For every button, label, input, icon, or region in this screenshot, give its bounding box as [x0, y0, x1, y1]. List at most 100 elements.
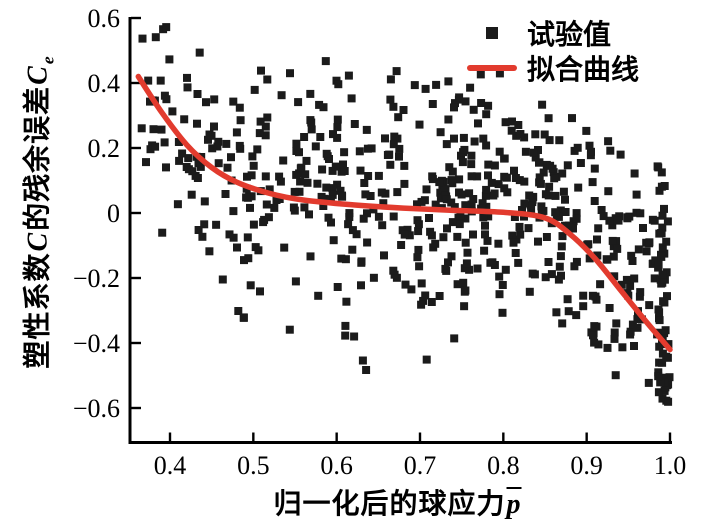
scatter-point [630, 342, 638, 350]
scatter-point [319, 103, 328, 112]
scatter-point [635, 292, 644, 301]
scatter-point [392, 67, 401, 76]
scatter-point [520, 199, 529, 208]
scatter-point [603, 343, 612, 352]
scatter-point [659, 373, 668, 382]
scatter-point [550, 174, 559, 183]
scatter-point [658, 243, 667, 252]
scatter-point [665, 373, 674, 382]
scatter-point [623, 289, 632, 298]
scatter-point [525, 191, 534, 200]
y-axis-title: 塑性系数C的残余误差Ce [16, 55, 59, 368]
scatter-point [593, 251, 602, 260]
scatter-point [333, 115, 342, 124]
scatter-point [334, 80, 343, 89]
scatter-point [331, 162, 340, 171]
scatter-point [573, 143, 582, 152]
scatter-point [508, 117, 516, 126]
scatter-point [319, 202, 328, 210]
scatter-point [658, 211, 667, 220]
scatter-point [459, 133, 468, 142]
scatter-point [422, 185, 431, 194]
scatter-point [277, 91, 286, 100]
scatter-point [610, 328, 619, 337]
scatter-point [478, 199, 487, 208]
scatter-point [342, 297, 351, 306]
scatter-point [585, 254, 594, 263]
scatter-point [327, 218, 335, 227]
scatter-point [292, 170, 301, 179]
scatter-point [548, 164, 557, 173]
scatter-point [658, 270, 667, 279]
scatter-point [341, 255, 350, 264]
scatter-point [663, 217, 672, 226]
scatter-point [443, 224, 451, 233]
x-tick-label: 0.4 [154, 451, 187, 480]
scatter-point [561, 195, 569, 204]
scatter-point [160, 138, 169, 147]
scatter-point [558, 232, 567, 241]
scatter-point [390, 132, 399, 141]
scatter-point [184, 154, 193, 163]
scatter-point [431, 239, 440, 248]
legend-item-experimental: 试验值 [462, 17, 639, 51]
scatter-point [516, 130, 525, 138]
scatter-point [477, 99, 486, 107]
scatter-point [200, 220, 209, 229]
scatter-point [400, 161, 409, 170]
scatter-point [344, 220, 353, 229]
scatter-point [636, 209, 645, 218]
scatter-point [458, 158, 467, 167]
scatter-point [456, 211, 465, 220]
scatter-point [187, 190, 196, 199]
scatter-point [247, 171, 256, 180]
scatter-point [336, 186, 345, 195]
y-tick-label: 0.6 [88, 4, 121, 33]
scatter-point [272, 196, 281, 204]
scatter-point [572, 214, 581, 223]
x-tick-label: 0.5 [237, 451, 270, 480]
y-tick-label: 0 [107, 199, 120, 228]
scatter-point [541, 273, 550, 282]
scatter-point [318, 165, 327, 174]
scatter-point [596, 280, 605, 289]
scatter-point [645, 238, 654, 247]
scatter-point [655, 316, 664, 325]
scatter-point [246, 281, 255, 290]
scatter-point [655, 186, 664, 195]
y-tick-label: 0.4 [88, 69, 121, 98]
scatter-point [232, 128, 241, 137]
scatter-point [480, 246, 489, 255]
scatter-point [572, 311, 581, 320]
y-tick-label: −0.2 [73, 264, 120, 293]
scatter-point [301, 170, 310, 179]
scatter-point [292, 147, 301, 155]
x-title-prefix: 归一化后的球应力 [273, 489, 506, 520]
scatter-point [654, 305, 663, 314]
scatter-point [297, 163, 306, 172]
scatter-point [481, 221, 489, 230]
scatter-point [369, 205, 378, 214]
scatter-point [498, 308, 507, 317]
scatter-point [255, 129, 264, 138]
scatter-point [657, 229, 666, 238]
scatter-point [650, 274, 659, 283]
scatter-point [362, 366, 371, 374]
scatter-point [276, 177, 285, 186]
scatter-point [524, 224, 533, 233]
scatter-point [257, 66, 265, 75]
scatter-point [599, 212, 608, 221]
scatter-point [162, 23, 171, 32]
scatter-point [214, 159, 223, 168]
scatter-point [495, 290, 504, 299]
scatter-point [628, 320, 637, 329]
scatter-point [476, 70, 485, 79]
scatter-point [588, 291, 597, 300]
scatter-point [414, 245, 423, 254]
scatter-point [222, 139, 231, 148]
scatter-point [590, 322, 599, 331]
scatter-point [579, 302, 588, 311]
scatter-point [455, 220, 464, 229]
scatter-point [526, 201, 535, 210]
scatter-point [444, 115, 453, 124]
